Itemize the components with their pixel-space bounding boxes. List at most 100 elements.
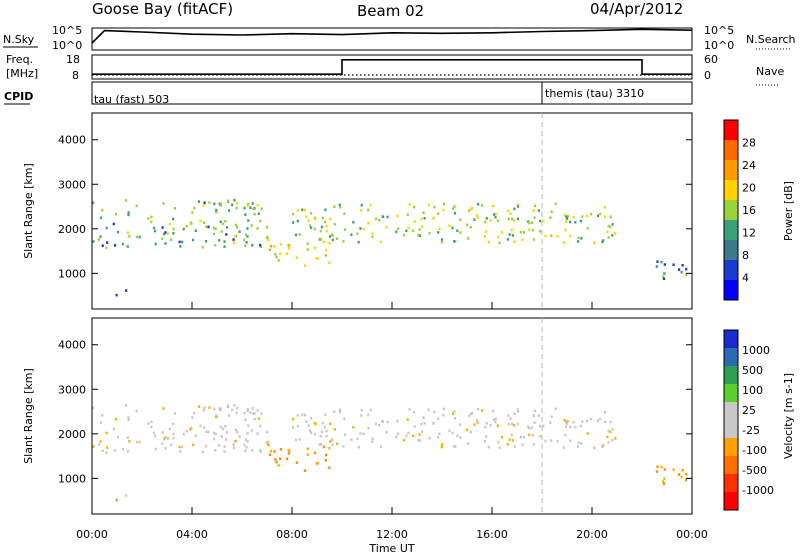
velocity-echo-cell (164, 447, 167, 450)
power-echo-cell (244, 213, 247, 217)
velocity-echo-cell (494, 420, 497, 424)
velocity-echo-cell (412, 434, 415, 438)
power-echo-cell (506, 238, 509, 241)
velocity-echo-cell (609, 430, 612, 434)
power-echo-cell (259, 219, 262, 223)
velocity-echo-cell (586, 432, 589, 435)
power-echo-cell (489, 219, 492, 222)
velocity-echo-cell (105, 431, 108, 435)
power-echo-cell (298, 233, 301, 236)
velocity-echo-cell (580, 442, 583, 445)
velocity-echo-cell (233, 403, 236, 407)
power-echo-cell (542, 219, 545, 223)
power-echo-cell (609, 225, 612, 229)
velocity-echo-cell (374, 422, 378, 426)
power-echo-cell (586, 227, 589, 230)
velocity-echo-cell (238, 435, 241, 438)
power-echo-cell (662, 275, 665, 278)
power-echo-cell (225, 226, 229, 229)
colorbar-swatch (724, 348, 738, 366)
colorbar-swatch (724, 402, 738, 420)
velocity-echo-cell (454, 445, 457, 448)
power-echo-cell (467, 237, 470, 240)
velocity-echo-cell (225, 438, 228, 441)
velocity-echo-cell (465, 428, 469, 432)
velocity-echo-cell (609, 420, 612, 424)
velocity-echo-cell (513, 412, 516, 416)
velocity-echo-cell (243, 443, 246, 447)
power-echo-cell (329, 217, 332, 221)
velocity-echo-cell (252, 412, 255, 416)
velocity-echo-cell (566, 419, 570, 423)
power-echo-cell (533, 204, 537, 208)
velocity-echo-cell (244, 449, 247, 453)
velocity-echo-cell (530, 426, 534, 430)
power-echo-cell (465, 223, 469, 227)
power-echo-cell (208, 201, 211, 204)
velocity-echo-cell (259, 424, 262, 428)
power-echo-cell (321, 216, 324, 220)
x-tick-label: 20:00 (576, 528, 608, 541)
velocity-echo-cell (329, 422, 332, 426)
velocity-echo-cell (420, 422, 423, 426)
power-echo-cell (127, 213, 130, 217)
power-echo-cell (527, 220, 530, 223)
power-echo-cell (231, 203, 234, 207)
power-echo-cell (423, 216, 426, 220)
velocity-echo-cell (161, 442, 164, 446)
velocity-echo-cell (511, 439, 514, 442)
velocity-echo-cell (352, 425, 355, 429)
velocity-echo-cell (356, 437, 359, 441)
power-echo-cell (510, 228, 513, 232)
power-echo-cell (305, 215, 308, 219)
velocity-echo-cell (681, 468, 684, 472)
velocity-echo-cell (519, 435, 522, 439)
velocity-echo-cell (203, 426, 206, 429)
power-echo-cell (213, 202, 216, 206)
power-echo-cell (150, 215, 153, 219)
velocity-echo-cell (105, 451, 108, 455)
colorbar-swatch (724, 474, 738, 492)
x-tick-label: 04:00 (176, 528, 208, 541)
velocity-echo-cell (306, 447, 309, 451)
velocity-echo-cell (323, 425, 327, 429)
velocity-echo-cell (662, 482, 666, 486)
power-echo-cell (246, 204, 249, 208)
power-y-ticks: 1000 2000 3000 4000 (58, 134, 692, 280)
power-echo-cell (572, 216, 575, 219)
freq-left-unit: [MHz] (6, 67, 38, 80)
power-echo-cell (310, 211, 313, 215)
power-echo-cell (260, 207, 263, 210)
velocity-echo-cell (171, 422, 175, 426)
power-echo-cell (301, 208, 304, 212)
velocity-echo-cell (492, 409, 495, 413)
power-echo-cell (469, 225, 472, 229)
velocity-echo-cell (506, 443, 509, 446)
power-echo-cell (476, 216, 479, 219)
velocity-echo-cell (316, 462, 319, 465)
velocity-echo-cell (298, 438, 301, 441)
power-echo-cell (265, 225, 269, 229)
power-echo-cell (440, 238, 444, 241)
power-echo-cell (350, 233, 353, 237)
velocity-echo-cell (655, 470, 658, 473)
velocity-echo-cell (193, 411, 196, 415)
velocity-echo-cell (202, 408, 205, 412)
power-echo-cell (577, 236, 580, 240)
velocity-echo-cell (581, 420, 584, 423)
velocity-echo-cell (223, 450, 226, 453)
freq-panel (91, 54, 693, 80)
power-echo-cell (162, 232, 166, 236)
velocity-ylabel: Slant Range [km] (22, 368, 35, 464)
power-echo-cell (244, 233, 248, 236)
colorbar-tick: -500 (742, 464, 767, 477)
velocity-echo-cell (423, 421, 426, 425)
power-echo-cell (581, 215, 584, 218)
colorbar-swatch (724, 180, 738, 200)
power-echo-cell (569, 234, 572, 238)
velocity-echo-cell (194, 434, 197, 438)
power-echo-cell (356, 232, 359, 236)
velocity-echo-cell (246, 409, 249, 413)
power-echo-cell (470, 207, 473, 211)
x-tick-label: 12:00 (376, 528, 408, 541)
